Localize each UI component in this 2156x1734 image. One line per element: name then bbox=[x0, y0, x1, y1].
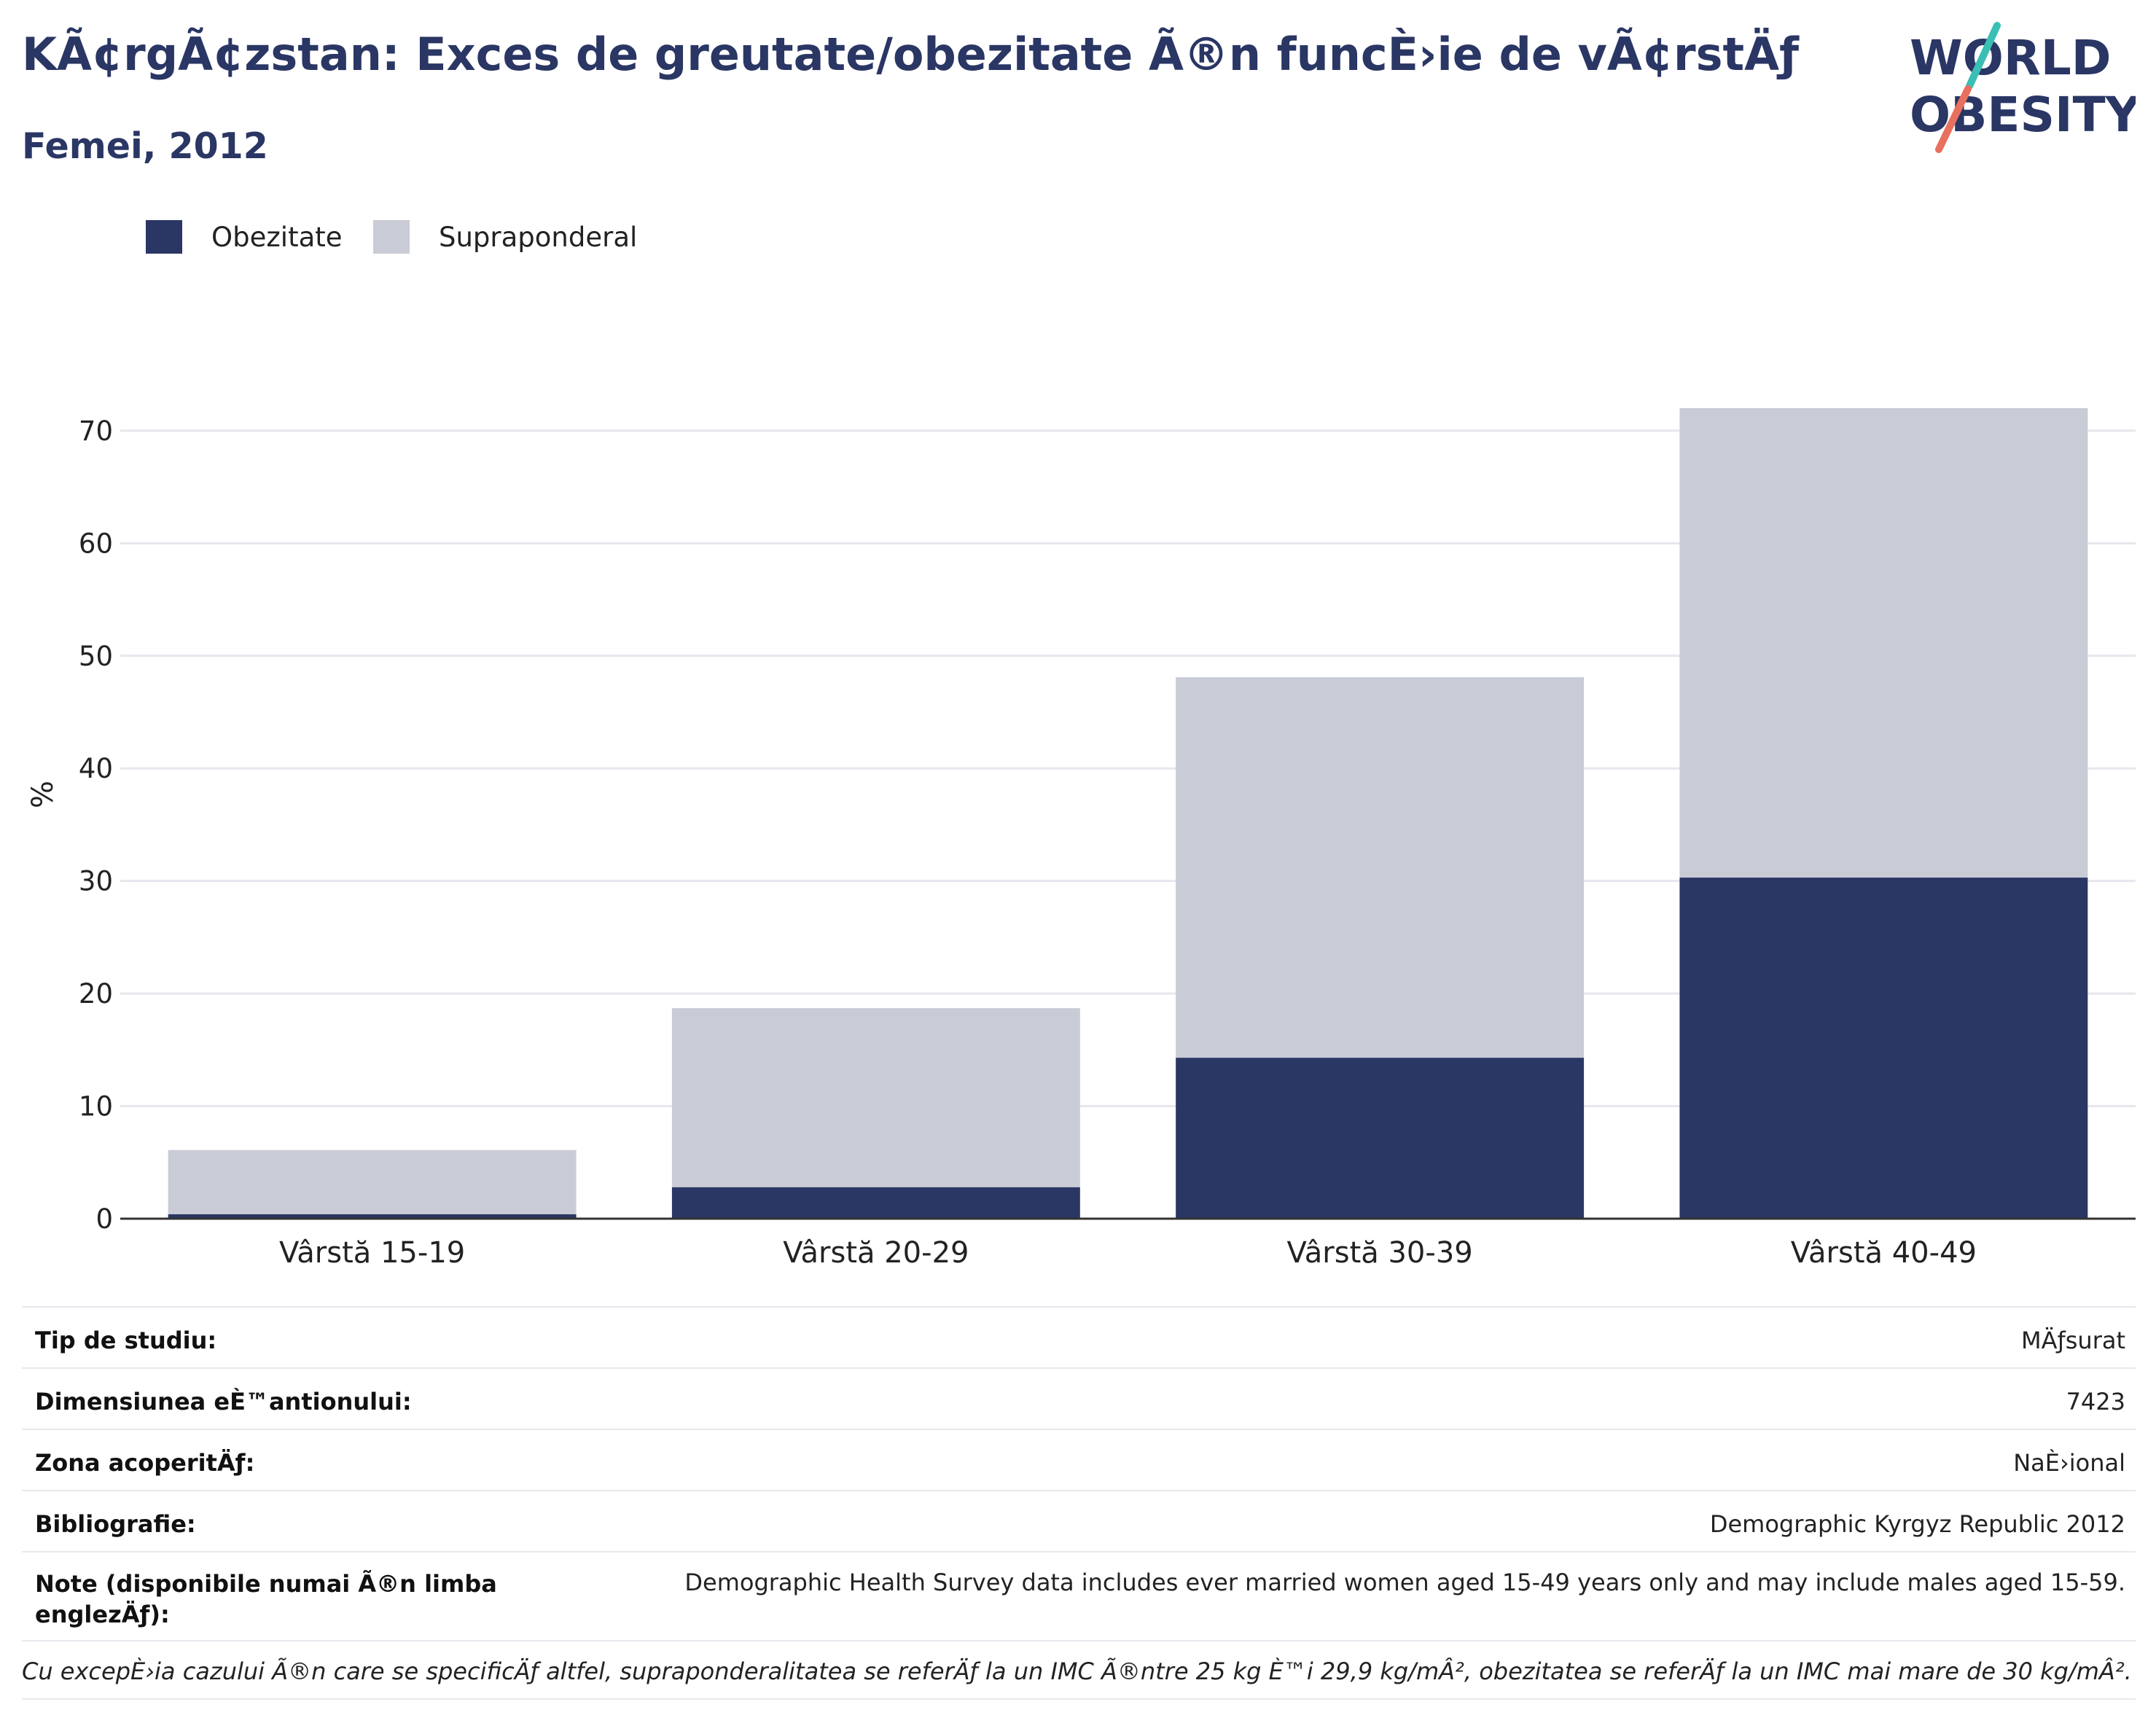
y-tick-label: 20 bbox=[79, 978, 113, 1009]
x-tick-label: Vârstă 15-19 bbox=[279, 1236, 465, 1270]
bar-obese bbox=[1176, 1058, 1585, 1219]
bar-obese bbox=[168, 1214, 577, 1219]
y-tick-label: 40 bbox=[79, 753, 113, 784]
meta-value: 7423 bbox=[2066, 1388, 2125, 1415]
y-tick-label: 30 bbox=[79, 866, 113, 897]
x-tick-label: Vârstă 30-39 bbox=[1287, 1236, 1473, 1270]
meta-key: Note (disponibile numai Ã®n limba englez… bbox=[35, 1570, 497, 1628]
bar-overweight bbox=[1176, 677, 1585, 1058]
chart-title: KÃ¢rgÃ¢zstan: Exces de greutate/obezitat… bbox=[22, 28, 1800, 81]
meta-value: Demographic Kyrgyz Republic 2012 bbox=[1709, 1510, 2125, 1538]
legend-swatch-obese bbox=[146, 220, 182, 254]
legend-label-overweight: Supraponderal bbox=[439, 222, 638, 253]
y-axis-label: % bbox=[26, 781, 60, 808]
y-tick-label: 50 bbox=[79, 641, 113, 672]
x-tick-label: Vârstă 40-49 bbox=[1791, 1236, 1977, 1270]
legend-label-obese: Obezitate bbox=[211, 222, 343, 253]
meta-row-bibliography: Bibliografie: Demographic Kyrgyz Republi… bbox=[22, 1490, 2136, 1551]
meta-value: NaÈ›ional bbox=[2013, 1449, 2125, 1477]
logo-slash-coral bbox=[1935, 85, 1972, 153]
meta-value: Demographic Health Survey data includes … bbox=[684, 1569, 2125, 1596]
bar-overweight bbox=[1679, 408, 2088, 878]
chart-subtitle: Femei, 2012 bbox=[22, 125, 268, 167]
bar-obese bbox=[1679, 878, 2088, 1219]
footnote: Cu excepÈ›ia cazului Ã®n care se specifi… bbox=[22, 1640, 2136, 1700]
meta-key: Bibliografie: bbox=[35, 1510, 196, 1538]
meta-row-coverage: Zona acoperitÄƒ: NaÈ›ional bbox=[22, 1429, 2136, 1490]
bar-chart: 0 10 20 30 40 50 60 70% Vârstă 15-19 Vârstă 20-29… bbox=[26, 408, 2136, 1270]
y-tick-label: 60 bbox=[79, 528, 113, 559]
x-tick-label: Vârstă 20-29 bbox=[783, 1236, 969, 1270]
meta-row-sample-size: Dimensiunea eÈ™antionului: 7423 bbox=[22, 1367, 2136, 1429]
meta-key: Dimensiunea eÈ™antionului: bbox=[35, 1388, 412, 1415]
meta-key: Zona acoperitÄƒ: bbox=[35, 1449, 255, 1477]
y-tick-label: 0 bbox=[95, 1203, 113, 1235]
meta-row-study-type: Tip de studiu: MÄƒsurat bbox=[22, 1306, 2136, 1367]
world-obesity-logo: WORLD OBESITY bbox=[1910, 22, 2136, 153]
meta-row-notes: Note (disponibile numai Ã®n limba englez… bbox=[22, 1551, 2136, 1644]
bar-overweight bbox=[671, 1008, 1080, 1187]
y-tick-label: 70 bbox=[79, 415, 113, 447]
legend-swatch-overweight bbox=[373, 220, 410, 254]
meta-key: Tip de studiu: bbox=[35, 1327, 217, 1354]
bar-obese bbox=[671, 1187, 1080, 1219]
logo-word-world: WORLD bbox=[1910, 30, 2112, 86]
metadata-table: Tip de studiu: MÄƒsurat Dimensiunea eÈ™a… bbox=[22, 1306, 2136, 1644]
logo-slash-teal bbox=[1966, 22, 2001, 90]
bar-overweight bbox=[168, 1149, 577, 1214]
meta-value: MÄƒsurat bbox=[2020, 1327, 2125, 1354]
y-tick-label: 10 bbox=[79, 1091, 113, 1122]
